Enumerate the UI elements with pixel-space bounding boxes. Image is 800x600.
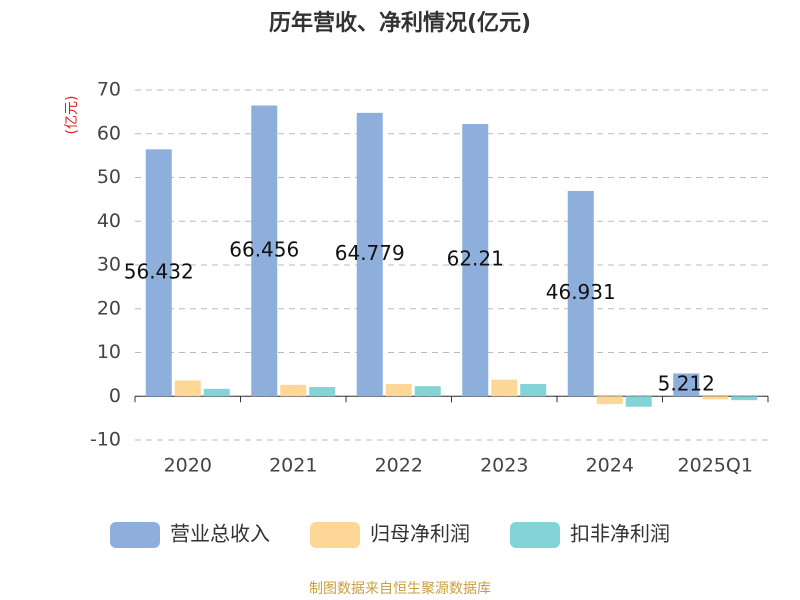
legend-swatch xyxy=(310,522,360,548)
bar xyxy=(567,190,594,397)
value-label: 62.21 xyxy=(447,247,504,271)
x-tick-label: 2020 xyxy=(164,455,212,477)
legend-label: 扣非净利润 xyxy=(570,522,670,546)
source-note: 制图数据来自恒生聚源数据库 xyxy=(309,581,491,597)
bar xyxy=(309,387,336,397)
value-label: 46.931 xyxy=(546,280,616,304)
bar xyxy=(673,373,700,397)
bar xyxy=(414,386,441,397)
bar xyxy=(702,396,729,400)
value-label: 66.456 xyxy=(229,237,299,261)
y-tick-label: 0 xyxy=(109,385,121,407)
x-tick-label: 2023 xyxy=(480,455,528,477)
bar xyxy=(356,112,383,397)
bar xyxy=(596,396,623,405)
value-label: 5.212 xyxy=(658,371,715,395)
bar xyxy=(385,384,412,397)
y-tick-label: 20 xyxy=(97,297,121,319)
bar xyxy=(145,149,172,397)
y-tick-label: 40 xyxy=(97,210,121,232)
bar xyxy=(520,384,547,397)
value-label: 64.779 xyxy=(335,241,405,265)
y-tick-label: -10 xyxy=(90,429,121,451)
bar xyxy=(462,124,489,397)
bar xyxy=(625,396,652,407)
bar xyxy=(174,380,201,397)
legend-swatch xyxy=(110,522,160,548)
y-tick-label: 60 xyxy=(97,122,121,144)
bar xyxy=(251,105,278,397)
bar xyxy=(280,384,307,397)
value-label: 56.432 xyxy=(124,259,194,283)
y-tick-label: 10 xyxy=(97,341,121,363)
x-tick-label: 2024 xyxy=(586,455,634,477)
chart-title: 历年营收、净利情况(亿元) xyxy=(269,10,531,36)
x-tick-label: 2021 xyxy=(269,455,317,477)
bar xyxy=(731,396,758,401)
x-tick-label: 2022 xyxy=(375,455,423,477)
y-tick-label: 50 xyxy=(97,166,121,188)
legend-label: 归母净利润 xyxy=(370,522,470,546)
bar xyxy=(203,388,230,397)
legend-label: 营业总收入 xyxy=(170,522,270,546)
y-tick-label: 70 xyxy=(97,79,121,101)
x-tick-label: 2025Q1 xyxy=(678,455,753,477)
y-tick-label: 30 xyxy=(97,254,121,276)
y-axis-label: (亿元) xyxy=(64,96,80,135)
bar xyxy=(491,379,518,397)
legend-swatch xyxy=(510,522,560,548)
